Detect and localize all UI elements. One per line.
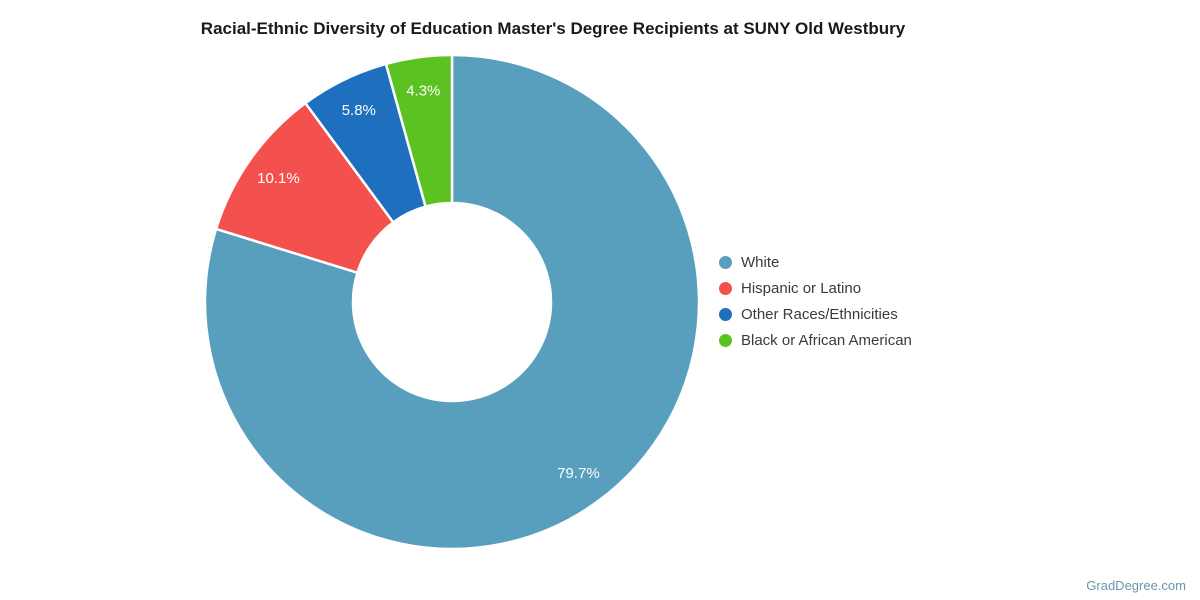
legend-item-other-races-ethnicities[interactable]: Other Races/Ethnicities (719, 301, 912, 327)
legend-item-black-or-african-american[interactable]: Black or African American (719, 327, 912, 353)
pie-slice-white[interactable] (203, 53, 701, 551)
legend-item-white[interactable]: White (719, 249, 912, 275)
legend-marker-circle (719, 333, 732, 347)
slice-value-label: 10.1% (257, 170, 300, 187)
legend-item-hispanic-or-latino[interactable]: Hispanic or Latino (719, 275, 912, 301)
pie-slice-black-or-african-american[interactable] (384, 53, 454, 208)
slice-value-label: 79.7% (557, 465, 600, 482)
legend-label: Black or African American (741, 331, 912, 349)
legend-marker-circle (719, 281, 732, 295)
slice-value-label: 5.8% (342, 102, 376, 119)
legend-label: Other Races/Ethnicities (741, 305, 898, 323)
slice-value-label: 4.3% (406, 82, 440, 99)
chart-title: Racial-Ethnic Diversity of Education Mas… (200, 19, 906, 38)
legend-marker-circle (719, 255, 732, 269)
legend-marker-circle (719, 307, 732, 321)
legend-label: Hispanic or Latino (741, 279, 862, 297)
legend: White Hispanic or Latino Other Races/Ethni… (719, 249, 912, 353)
watermark-link[interactable]: GradDegree.com (1086, 578, 1186, 593)
legend-label: White (741, 253, 780, 271)
